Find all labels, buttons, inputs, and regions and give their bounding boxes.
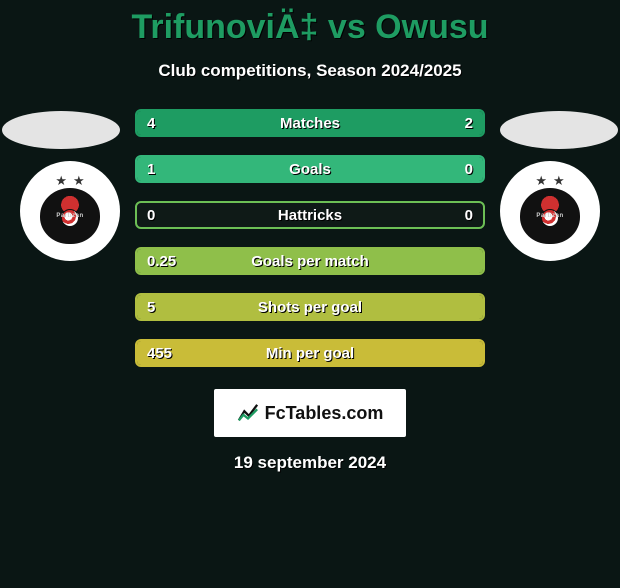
site-badge: FcTables.com [214, 389, 406, 437]
value-left: 4 [147, 115, 155, 132]
chart-icon [237, 402, 259, 424]
site-label: FcTables.com [265, 403, 384, 424]
stat-label: Hattricks [278, 207, 342, 224]
player-right-ellipse [500, 111, 618, 149]
club-stars-right: ★ ★ [535, 174, 564, 187]
stats-list: 4 Matches 2 1 Goals 0 0 Hattricks 0 0.25 Goals per… [135, 109, 485, 367]
club-crest-right: ★ ★ Partizan [513, 174, 587, 248]
star-icon: ★ [553, 174, 565, 187]
value-right: 0 [465, 207, 473, 224]
stat-row-matches: 4 Matches 2 [135, 109, 485, 137]
date-label: 19 september 2024 [0, 453, 620, 473]
star-icon: ★ [55, 174, 67, 187]
ball-icon [61, 209, 79, 227]
player-left-ellipse [2, 111, 120, 149]
club-shield-right: Partizan [520, 188, 580, 244]
club-stars-left: ★ ★ [55, 174, 84, 187]
stat-label: Goals per match [251, 253, 369, 270]
stat-label: Min per goal [266, 345, 354, 362]
value-left: 455 [147, 345, 172, 362]
club-shield-left: Partizan [40, 188, 100, 244]
value-left: 5 [147, 299, 155, 316]
stat-row-mpg: 455 Min per goal [135, 339, 485, 367]
stat-label: Matches [280, 115, 340, 132]
comparison-panel: ★ ★ Partizan ★ ★ Partizan 4 Matches 2 1 Goal… [0, 109, 620, 473]
club-badge-left: ★ ★ Partizan [20, 161, 120, 261]
stat-row-goals: 1 Goals 0 [135, 155, 485, 183]
club-badge-right: ★ ★ Partizan [500, 161, 600, 261]
stat-row-hattricks: 0 Hattricks 0 [135, 201, 485, 229]
value-right: 2 [465, 115, 473, 132]
stat-row-spg: 5 Shots per goal [135, 293, 485, 321]
value-left: 0 [147, 207, 155, 224]
ball-icon [541, 209, 559, 227]
stat-label: Shots per goal [258, 299, 362, 316]
star-icon: ★ [73, 174, 85, 187]
stat-label: Goals [289, 161, 331, 178]
star-icon: ★ [535, 174, 547, 187]
club-crest-left: ★ ★ Partizan [33, 174, 107, 248]
page-title: TrifunoviÄ‡ vs Owusu [0, 8, 620, 47]
value-right: 0 [465, 161, 473, 178]
value-left: 1 [147, 161, 155, 178]
subtitle: Club competitions, Season 2024/2025 [0, 61, 620, 81]
value-left: 0.25 [147, 253, 176, 270]
stat-row-gpm: 0.25 Goals per match [135, 247, 485, 275]
